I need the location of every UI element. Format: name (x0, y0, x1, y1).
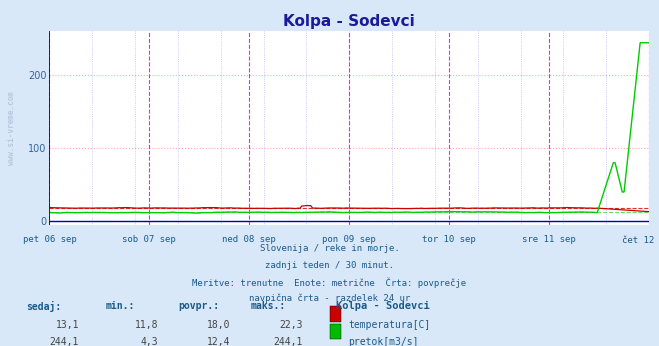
Text: ned 08 sep: ned 08 sep (223, 235, 276, 244)
Text: 244,1: 244,1 (49, 337, 79, 346)
Text: www.si-vreme.com: www.si-vreme.com (7, 91, 16, 165)
Text: sob 07 sep: sob 07 sep (123, 235, 176, 244)
Text: 4,3: 4,3 (140, 337, 158, 346)
Text: Kolpa - Sodevci: Kolpa - Sodevci (336, 301, 430, 311)
Text: čet 12 sep: čet 12 sep (622, 235, 659, 245)
Text: navpična črta - razdelek 24 ur: navpična črta - razdelek 24 ur (249, 294, 410, 303)
Text: 13,1: 13,1 (55, 320, 79, 330)
Text: min.:: min.: (105, 301, 135, 311)
Text: 244,1: 244,1 (273, 337, 303, 346)
Text: pretok[m3/s]: pretok[m3/s] (348, 337, 418, 346)
Text: povpr.:: povpr.: (178, 301, 219, 311)
Text: tor 10 sep: tor 10 sep (422, 235, 476, 244)
Text: 12,4: 12,4 (207, 337, 231, 346)
Text: temperatura[C]: temperatura[C] (348, 320, 430, 330)
Text: sedaj:: sedaj: (26, 301, 61, 312)
Text: maks.:: maks.: (250, 301, 285, 311)
Text: 22,3: 22,3 (279, 320, 303, 330)
Text: 11,8: 11,8 (134, 320, 158, 330)
Text: 18,0: 18,0 (207, 320, 231, 330)
Text: zadnji teden / 30 minut.: zadnji teden / 30 minut. (265, 261, 394, 270)
Text: pon 09 sep: pon 09 sep (322, 235, 376, 244)
Text: pet 06 sep: pet 06 sep (22, 235, 76, 244)
Text: sre 11 sep: sre 11 sep (523, 235, 576, 244)
Text: Meritve: trenutne  Enote: metrične  Črta: povprečje: Meritve: trenutne Enote: metrične Črta: … (192, 277, 467, 288)
Text: Slovenija / reke in morje.: Slovenija / reke in morje. (260, 244, 399, 253)
Title: Kolpa - Sodevci: Kolpa - Sodevci (283, 13, 415, 29)
